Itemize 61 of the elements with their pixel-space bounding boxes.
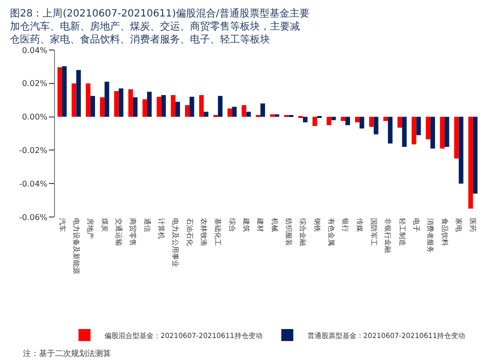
y-tick-label: -0.04% xyxy=(19,179,48,188)
bar xyxy=(72,83,76,117)
y-tick-label: -0.06% xyxy=(19,212,48,222)
bar xyxy=(86,83,90,117)
bar xyxy=(246,112,251,117)
bar xyxy=(312,116,318,126)
bar xyxy=(170,95,176,117)
text: 注：基于二次规划法测算 xyxy=(23,349,111,358)
y-tick-label: 0.02% xyxy=(22,79,48,88)
bar xyxy=(132,97,138,117)
bar xyxy=(270,114,275,117)
bar xyxy=(128,89,133,117)
bar xyxy=(468,116,473,209)
bar xyxy=(302,116,308,122)
bar xyxy=(374,116,378,134)
bar xyxy=(274,114,280,117)
bar xyxy=(345,116,350,126)
y-tick-label: 0.00% xyxy=(22,112,48,122)
bar xyxy=(369,116,374,127)
bar xyxy=(388,116,393,144)
bar xyxy=(114,91,119,117)
bar xyxy=(227,108,232,117)
bar xyxy=(326,116,332,126)
y-tick-label: 0.04% xyxy=(22,46,48,55)
bar xyxy=(383,116,388,121)
bar xyxy=(430,116,436,149)
bar xyxy=(142,99,148,117)
bar xyxy=(416,116,421,136)
bar xyxy=(218,96,223,117)
bar xyxy=(426,116,430,140)
bar xyxy=(118,88,124,117)
bar xyxy=(397,116,402,128)
bar xyxy=(354,116,360,122)
bar xyxy=(100,97,105,117)
bar xyxy=(175,102,180,117)
bar xyxy=(412,116,416,144)
bar xyxy=(444,116,450,147)
bar xyxy=(156,96,162,117)
bar xyxy=(199,95,204,117)
bar xyxy=(90,96,96,117)
bar xyxy=(454,116,459,159)
bar xyxy=(76,70,81,117)
bar xyxy=(260,103,266,117)
bar xyxy=(242,105,246,117)
bar xyxy=(204,112,208,117)
bar xyxy=(402,116,407,147)
bar xyxy=(184,105,190,117)
bar xyxy=(161,95,166,117)
bar xyxy=(147,92,152,117)
bar xyxy=(232,106,237,117)
bar xyxy=(472,116,478,194)
bar xyxy=(57,67,62,117)
bar xyxy=(458,116,464,184)
y-tick-label: -0.02% xyxy=(19,146,48,155)
bar xyxy=(360,116,364,128)
bar xyxy=(62,66,67,117)
chart-title: 图28：上周(20210607-20210611)偏股混合/普通股票型基金主要加仓汽车、电新、房地产、煤炭、交运、商贸零售等板块，主要减仓医药、家电、食品饮料、消费者服务、电子、轻工等板块 xyxy=(10,7,310,46)
bar xyxy=(440,116,445,149)
bar xyxy=(340,116,346,121)
bar xyxy=(190,96,194,117)
bar xyxy=(104,82,110,117)
